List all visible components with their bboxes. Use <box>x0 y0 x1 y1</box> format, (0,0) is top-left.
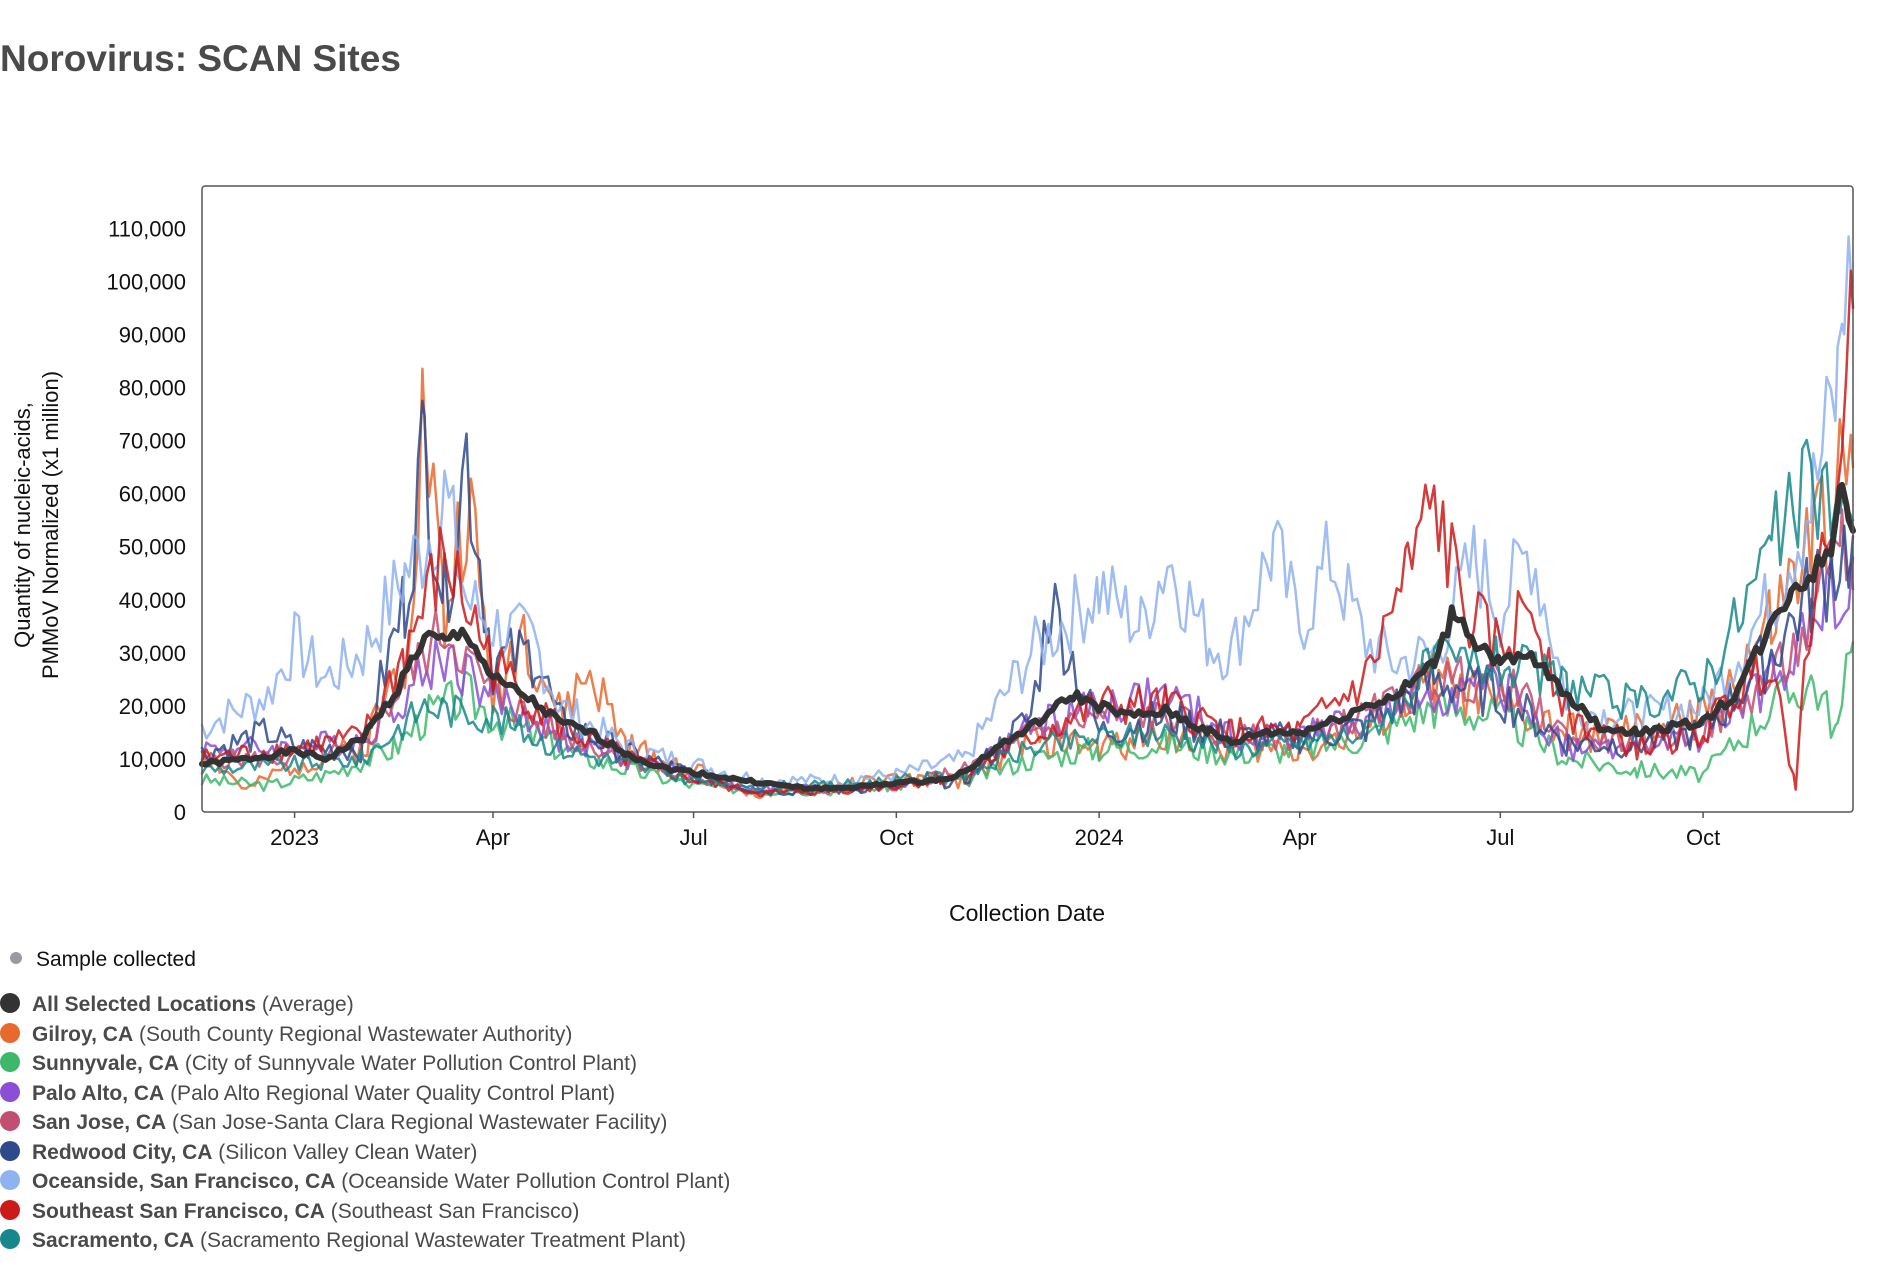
series-line-palo-alto-ca <box>200 556 1855 793</box>
legend-swatch-icon <box>0 1052 20 1073</box>
legend-series-description: (Oceanside Water Pollution Control Plant… <box>335 1170 731 1193</box>
legend-series-description: (Palo Alto Regional Water Quality Contro… <box>164 1081 616 1105</box>
x-tick-label: 2024 <box>1075 825 1124 850</box>
y-tick-label: 40,000 <box>119 588 186 613</box>
series-line-southeast-san-francisco-ca <box>200 269 1855 798</box>
y-axis-label: Quantity of nucleic-acids, PMMoV Normali… <box>10 371 63 679</box>
legend-item-redwood-city-ca[interactable]: Redwood City, CA (Silicon Valley Clean W… <box>0 1138 730 1168</box>
sample-dot-icon <box>10 952 22 965</box>
norovirus-line-chart: 0 10,000 20,000 30,000 40,000 50,000 60,000 70,… <box>10 185 1856 926</box>
legend-series-name: Sacramento, CA <box>32 1229 195 1252</box>
legend-swatch-icon <box>0 1140 20 1161</box>
legend-series-name: All Selected Locations <box>32 993 257 1016</box>
y-tick-label: 0 <box>174 800 186 825</box>
legend-series-description: (South County Regional Wastewater Author… <box>133 1022 573 1046</box>
y-axis-ticks: 0 10,000 20,000 30,000 40,000 50,000 60,000 70,… <box>106 216 186 825</box>
y-tick-label: 50,000 <box>119 535 186 560</box>
x-tick-label: Apr <box>1283 825 1317 850</box>
x-tick-label: Oct <box>1686 825 1720 850</box>
legend-item-sacramento-ca[interactable]: Sacramento, CA (Sacramento Regional Wast… <box>0 1226 730 1256</box>
legend-swatch-icon <box>0 1229 20 1250</box>
series-line-sunnyvale-ca <box>200 640 1855 797</box>
x-tick-label: Jul <box>1486 825 1514 850</box>
legend-item-southeast-san-francisco-ca[interactable]: Southeast San Francisco, CA (Southeast S… <box>0 1197 730 1227</box>
legend-item-san-jose-ca[interactable]: San Jose, CA (San Jose-Santa Clara Regio… <box>0 1108 730 1138</box>
series-line-redwood-city-ca <box>200 399 1855 797</box>
x-tick-label: Oct <box>879 825 913 850</box>
series-lines <box>199 235 1856 800</box>
legend-series-description: (Average) <box>256 993 354 1016</box>
y-axis-label-line-2: PMMoV Normalized (x1 million) <box>38 371 63 679</box>
legend-swatch-icon <box>0 1022 20 1043</box>
legend-series-name: San Jose, CA <box>32 1111 167 1134</box>
y-tick-label: 80,000 <box>119 376 186 401</box>
legend-series-name: Oceanside, San Francisco, CA <box>32 1170 336 1193</box>
legend-item-oceanside-san-francisco-ca[interactable]: Oceanside, San Francisco, CA (Oceanside … <box>0 1167 730 1197</box>
legend-series-name: Gilroy, CA <box>32 1022 134 1046</box>
y-tick-label: 110,000 <box>108 216 186 241</box>
legend-series-name: Palo Alto, CA <box>32 1081 165 1105</box>
y-tick-label: 70,000 <box>119 429 186 454</box>
legend-series-description: (San Jose-Santa Clara Regional Wastewate… <box>166 1111 668 1134</box>
y-tick-label: 10,000 <box>119 747 186 772</box>
plot-frame <box>201 185 1854 813</box>
y-tick-label: 100,000 <box>106 269 186 294</box>
page-title: Norovirus: SCAN Sites <box>0 38 401 79</box>
legend-series-description: (Silicon Valley Clean Water) <box>212 1140 478 1164</box>
legend-swatch-icon <box>0 1111 20 1132</box>
legend-swatch-icon <box>0 993 20 1014</box>
legend-series-description: (Sacramento Regional Wastewater Treatmen… <box>194 1229 686 1252</box>
legend-swatch-icon <box>0 1199 20 1220</box>
legend-item-palo-alto-ca[interactable]: Palo Alto, CA (Palo Alto Regional Water … <box>0 1079 730 1109</box>
legend-swatch-icon <box>0 1170 20 1191</box>
x-tick-label: 2023 <box>270 825 319 850</box>
y-axis-label-line-1: Quantity of nucleic-acids, <box>10 402 35 648</box>
y-tick-label: 30,000 <box>119 641 186 666</box>
x-tick-label: Jul <box>679 825 707 850</box>
legend-item-sunnyvale-ca[interactable]: Sunnyvale, CA (City of Sunnyvale Water P… <box>0 1049 730 1079</box>
series-line-sacramento-ca <box>200 438 1855 792</box>
legend-series-name: Redwood City, CA <box>32 1140 213 1164</box>
legend-swatch-icon <box>0 1081 20 1102</box>
x-tick-label: Apr <box>476 825 510 850</box>
x-axis-label: Collection Date <box>949 900 1105 926</box>
legend-series-description: (Southeast San Francisco) <box>324 1199 580 1223</box>
legend-item-all-selected-locations[interactable]: All Selected Locations (Average) <box>0 990 730 1020</box>
legend-sample-label: Sample collected <box>36 948 196 971</box>
series-line-oceanside-san-francisco-ca <box>200 235 1855 788</box>
legend-series-name: Southeast San Francisco, CA <box>32 1199 325 1223</box>
legend-series-list: All Selected Locations (Average) Gilroy, … <box>0 990 730 1256</box>
legend-series-name: Sunnyvale, CA <box>32 1052 180 1075</box>
legend-item-gilroy-ca[interactable]: Gilroy, CA (South County Regional Wastew… <box>0 1020 730 1050</box>
legend-series-description: (City of Sunnyvale Water Pollution Contr… <box>179 1052 637 1075</box>
y-tick-label: 20,000 <box>119 694 186 719</box>
series-line-all-selected-locations <box>199 481 1856 793</box>
y-tick-label: 60,000 <box>119 482 186 507</box>
y-tick-label: 90,000 <box>119 323 186 348</box>
legend-sample-collected: Sample collected <box>10 948 196 972</box>
x-axis-ticks: 2023 Apr Jul Oct 2024 Apr Jul Oct <box>270 812 1720 850</box>
